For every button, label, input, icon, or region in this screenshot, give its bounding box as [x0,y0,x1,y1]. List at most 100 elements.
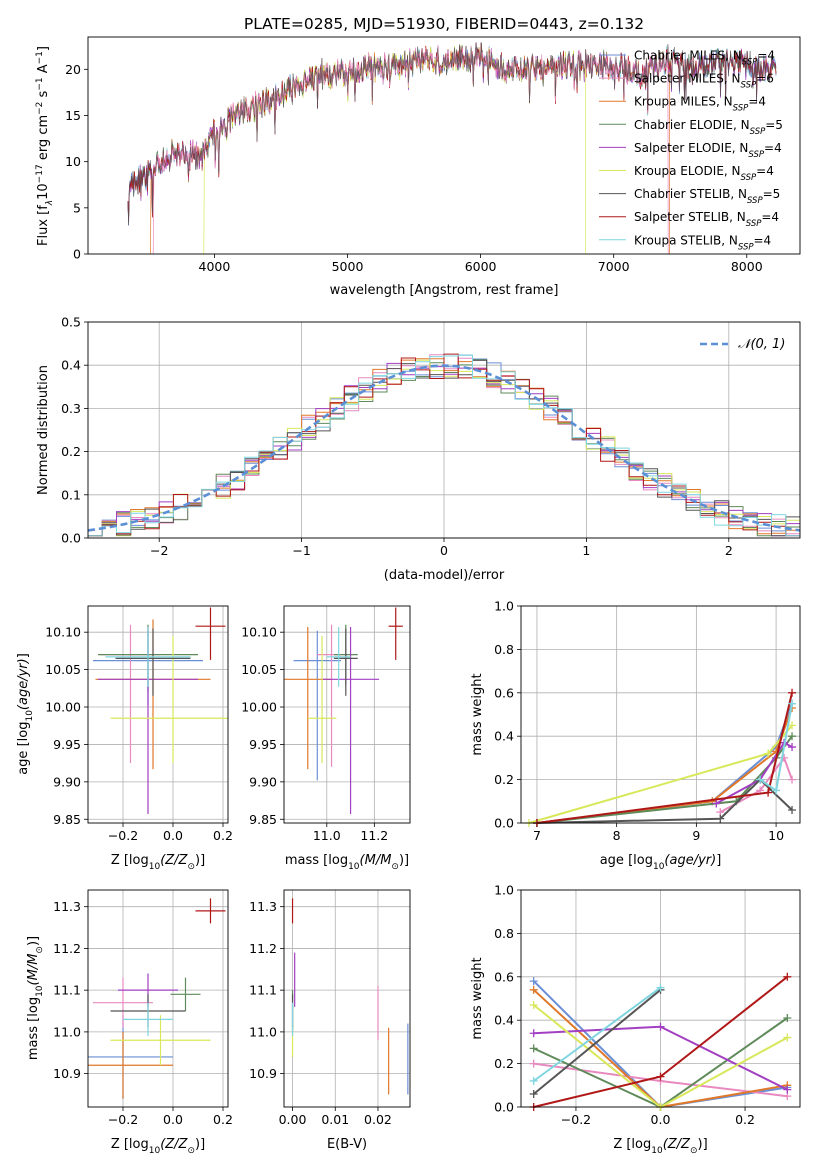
error-point [195,607,226,660]
x-tick-label: 0.0 [651,1112,671,1127]
age-vs-mass-points [284,607,403,815]
age-vs-Z-points [93,607,228,815]
error-point [105,626,191,687]
error-point [326,626,351,687]
x-tick-label: 1 [582,543,590,558]
x-tick-label: −0.2 [108,1112,138,1127]
legend-label: Salpeter ELODIE, NSSP=4 [634,141,782,160]
age-vs-mass-axes: 11.0 11.2 9.85 9.90 9.95 10.00 10.05 10.10 mass … [241,606,410,872]
weight-marker [656,1022,665,1031]
error-point [307,635,337,764]
y-tick-label: 11.0 [249,1024,277,1039]
weight-marker [529,1089,538,1098]
legend-label: 𝒩(0, 1) [738,337,785,352]
y-tick-label: 10.05 [45,662,81,677]
y-tick-label: 1.0 [494,599,514,614]
weight-vs-Z-ylabel: mass weight [470,957,485,1039]
x-tick-label: 8 [613,828,621,843]
weight-series [756,699,797,795]
age-ylabel: age [log10(age/yr)] [16,653,35,775]
mass-vs-Z-points [88,898,226,1099]
weight-marker [783,1033,792,1042]
y-tick-label: 10.10 [45,625,81,640]
error-point [293,630,342,781]
weight-marker [656,1072,665,1081]
y-tick-label: 0.4 [61,358,81,373]
weight-line [533,989,662,1095]
weight-line [715,741,793,805]
legend-label: Kroupa ELODIE, NSSP=4 [634,164,774,183]
weight-marker [783,1085,792,1094]
weight-marker [783,972,792,981]
y-tick-label: 10.05 [241,662,277,677]
y-tick-label: 1.0 [494,883,514,898]
y-tick-label: 0.6 [494,969,514,984]
y-tick-label: 0.0 [494,1100,514,1115]
weight-marker [772,786,781,795]
error-point [388,607,403,660]
error-point [123,1002,173,1037]
error-point [88,1031,173,1099]
mass-vs-Z-axes: −0.2 0.0 0.2 10.9 11.0 11.1 11.2 11.3 Z [log10(Z… [26,890,233,1156]
y-tick-label: 0.4 [494,1013,514,1028]
x-tick-label: 0.2 [213,1112,233,1127]
weight-marker [788,688,797,697]
y-tick-label: 0 [73,247,81,262]
error-point [100,624,161,764]
y-tick-label: 0.8 [494,642,514,657]
y-tick-label: 9.85 [249,812,277,827]
y-tick-label: 0.6 [494,685,514,700]
legend-label: Kroupa STELIB, NSSP=4 [634,233,771,252]
weight-marker [529,1001,538,1010]
y-tick-label: 20 [65,62,81,77]
y-tick-label: 0.2 [494,1056,514,1071]
histogram-series [88,354,800,537]
weight-marker [764,749,773,758]
weight-marker [788,743,797,752]
error-point [170,977,201,1012]
weight-vs-age-ylabel: mass weight [470,673,485,755]
age-vs-mass-xlabel: mass [log10(M/M⊙)] [285,853,409,872]
weight-series [524,721,797,827]
x-tick-label: 0.01 [321,1112,349,1127]
mass-ylabel: mass [log10(M/M⊙)] [26,936,45,1060]
legend-label: Chabrier ELODIE, NSSP=5 [634,118,783,137]
y-tick-label: 9.95 [249,737,277,752]
x-tick-label: 8000 [731,259,763,274]
error-point [195,898,226,924]
y-tick-label: 9.85 [53,812,81,827]
spectrum-line [203,44,587,254]
mass-vs-ebv-axes: 0.00 0.01 0.02 10.9 11.0 11.1 11.2 11.3 E(B-V) [249,890,410,1152]
x-tick-label: 0.02 [364,1112,392,1127]
age-vs-Z-frame [87,605,229,824]
y-tick-label: 9.95 [53,737,81,752]
mass-vs-Z-xlabel: Z [log10(Z/Z⊙)] [111,1137,205,1156]
weight-marker [756,775,765,784]
spectrum-axes: 4000 5000 6000 7000 8000 0 5 10 15 20 wavelength [… [35,42,783,298]
weight-series [712,738,797,808]
x-tick-label: 5000 [332,259,364,274]
y-tick-label: 0.5 [61,315,81,330]
x-tick-label: 0 [440,543,448,558]
legend-label: Chabrier MILES, NSSP=4 [634,49,775,68]
x-tick-label: −0.2 [561,1112,591,1127]
weight-marker [656,983,665,992]
y-tick-label: 0.1 [61,487,81,502]
x-tick-label: 0.0 [163,828,183,843]
y-tick-label: 11.3 [249,899,277,914]
y-tick-label: 0.3 [61,401,81,416]
y-tick-label: 10.9 [53,1066,81,1081]
spectrum-legend: Chabrier MILES, NSSP=4 Salpeter MILES, NS… [599,49,783,252]
error-point [333,628,358,696]
weight-marker [788,699,797,708]
x-tick-label: 2 [725,543,733,558]
weight-series [529,1022,792,1094]
weight-vs-Z-axes: −0.2 0.0 0.2 0.0 0.2 0.4 0.6 0.8 1.0 mass weight Z… [470,883,800,1156]
weight-marker [788,721,797,730]
residuals-axes: −2 −1 0 1 2 0.0 0.1 0.2 0.3 0.4 0.5 𝒩(0, 1) (data-mo… [36,315,800,583]
figure-title: PLATE=0285, MJD=51930, FIBERID=0443, z=0… [244,15,644,33]
x-tick-label: 7 [533,828,541,843]
spectrum-frame [87,36,801,255]
weight-vs-age-frame [520,605,801,824]
y-tick-label: 0.2 [61,444,81,459]
